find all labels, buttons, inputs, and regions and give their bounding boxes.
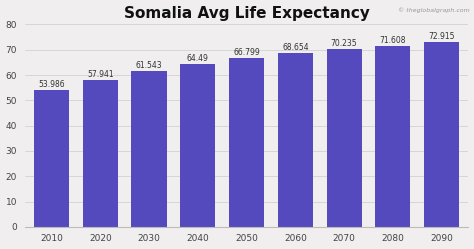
Text: 71.608: 71.608 xyxy=(380,36,406,45)
Text: 64.49: 64.49 xyxy=(187,54,209,63)
Bar xyxy=(180,64,215,227)
Bar xyxy=(424,42,459,227)
Bar xyxy=(327,49,362,227)
Bar xyxy=(375,46,410,227)
Text: 57.941: 57.941 xyxy=(87,70,114,79)
Bar xyxy=(34,90,69,227)
Text: 61.543: 61.543 xyxy=(136,61,163,70)
Bar xyxy=(131,71,166,227)
Text: 70.235: 70.235 xyxy=(331,39,357,48)
Title: Somalia Avg Life Expectancy: Somalia Avg Life Expectancy xyxy=(124,5,370,21)
Bar xyxy=(229,58,264,227)
Bar xyxy=(83,80,118,227)
Text: © theglobalgraph.com: © theglobalgraph.com xyxy=(398,7,469,13)
Text: 53.986: 53.986 xyxy=(38,80,65,89)
Text: 72.915: 72.915 xyxy=(428,32,455,41)
Text: 68.654: 68.654 xyxy=(282,43,309,52)
Bar xyxy=(278,53,313,227)
Text: 66.799: 66.799 xyxy=(233,48,260,57)
